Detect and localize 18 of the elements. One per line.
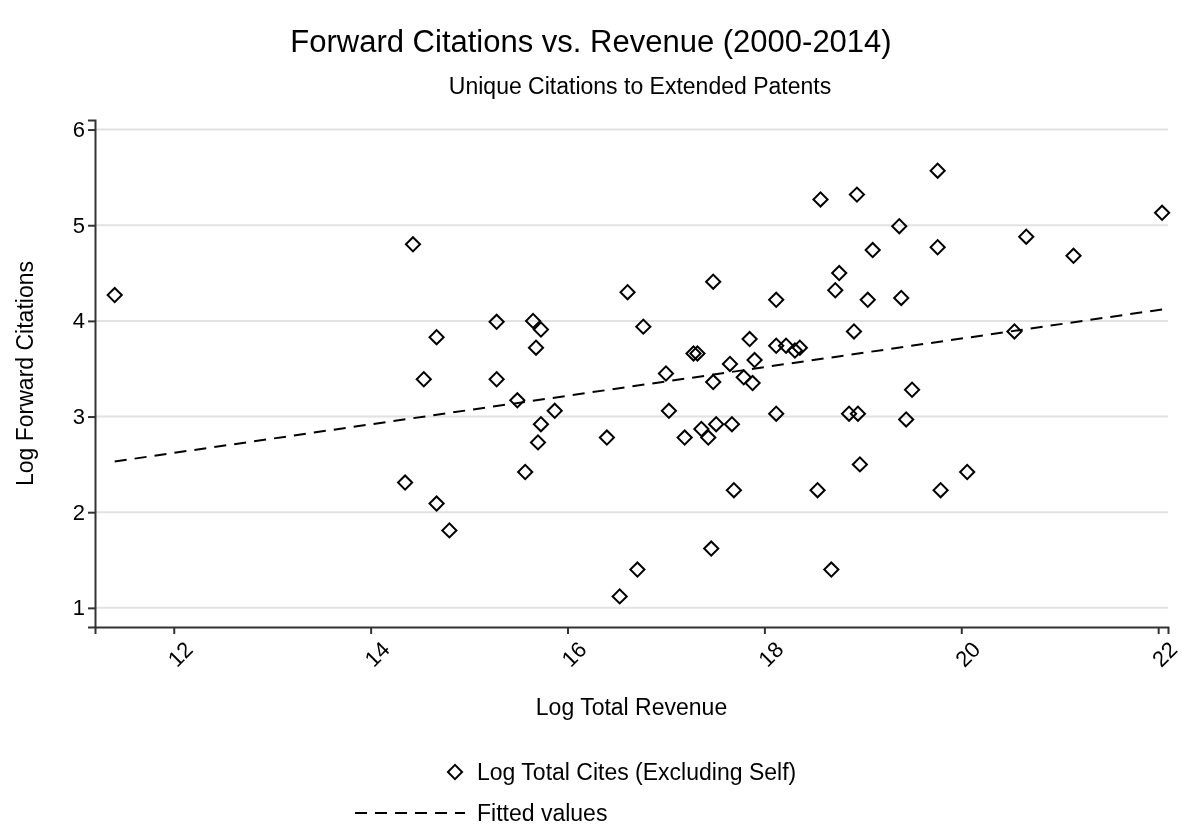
x-tick-label: 20 — [950, 636, 986, 672]
legend-label: Fitted values — [477, 800, 608, 826]
x-tick-label: 22 — [1147, 636, 1182, 672]
chart-title: Forward Citations vs. Revenue (2000-2014) — [290, 24, 892, 59]
y-axis-title: Log Forward Citations — [12, 261, 38, 486]
x-tick-label: 12 — [162, 636, 198, 672]
y-tick-label: 6 — [72, 117, 85, 143]
chart-subtitle: Unique Citations to Extended Patents — [448, 73, 832, 99]
x-tick-label: 18 — [753, 636, 789, 672]
y-tick-label: 5 — [72, 212, 85, 238]
legend-label: Log Total Cites (Excluding Self) — [477, 759, 797, 785]
x-tick-label: 14 — [359, 636, 395, 672]
x-tick-label: 16 — [556, 636, 592, 672]
y-tick-label: 3 — [72, 404, 85, 430]
y-tick-label: 2 — [72, 499, 85, 525]
x-axis-title: Log Total Revenue — [535, 694, 728, 720]
y-tick-label: 1 — [72, 595, 85, 621]
y-tick-label: 4 — [72, 308, 85, 334]
